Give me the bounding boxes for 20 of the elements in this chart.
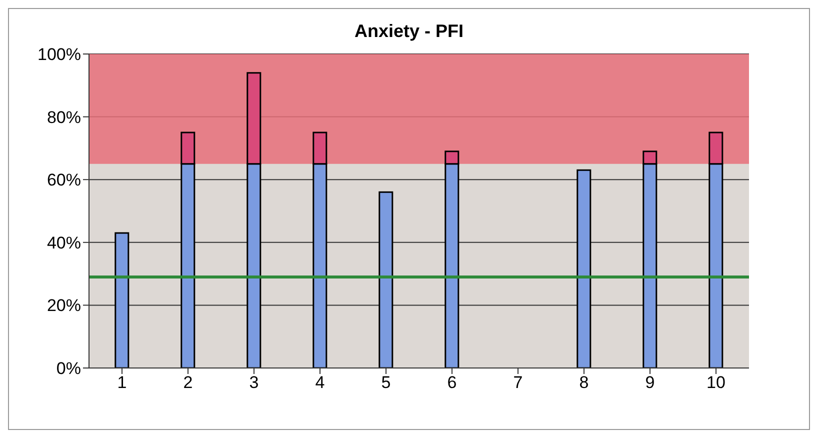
x-tick-label: 8 xyxy=(579,373,589,392)
y-tick-label: 20% xyxy=(46,296,81,316)
y-tick-label: 80% xyxy=(46,108,81,127)
x-tick-label: 5 xyxy=(381,373,391,392)
x-tick-label: 6 xyxy=(447,373,457,392)
bar xyxy=(114,232,130,368)
bar xyxy=(576,169,592,368)
chart-title: Anxiety - PFI xyxy=(353,20,465,42)
y-tick-label: 100% xyxy=(38,45,81,64)
y-tick-label: 0% xyxy=(56,359,81,378)
y-tick-label: 60% xyxy=(46,170,81,190)
x-tick-label: 4 xyxy=(315,373,325,392)
x-tick-label: 7 xyxy=(513,373,523,392)
bar xyxy=(378,191,394,368)
x-tick-label: 3 xyxy=(249,373,259,392)
x-tick-label: 1 xyxy=(117,373,127,392)
x-tick-label: 9 xyxy=(645,373,655,392)
y-tick-label: 40% xyxy=(46,233,81,252)
x-tick-label: 2 xyxy=(183,373,193,392)
x-tick-label: 10 xyxy=(706,373,726,392)
